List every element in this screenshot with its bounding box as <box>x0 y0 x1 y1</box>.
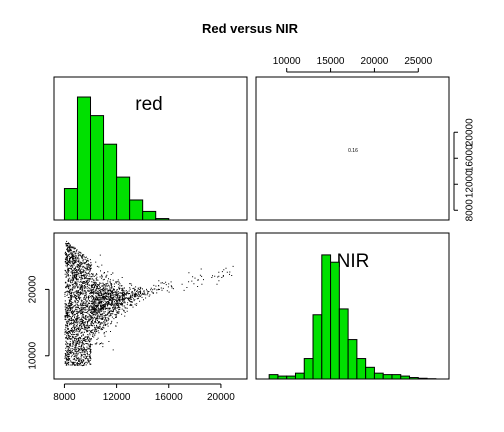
y-tick-label-right-0: 8000 <box>465 199 476 222</box>
x-tick-label-nir-1: 15000 <box>317 56 345 67</box>
panel-scatter <box>53 232 248 380</box>
x-tick-label-red-0: 8000 <box>53 392 76 403</box>
nir-hist-bar-9 <box>347 339 358 380</box>
y-tick-label-right-3: 20000 <box>465 118 476 146</box>
red-hist-bar-5 <box>129 199 144 221</box>
nir-hist-bar-17 <box>417 377 428 380</box>
panel-correlation <box>255 76 450 221</box>
nir-hist-bar-10 <box>356 358 367 380</box>
diag-label-nir: NIR <box>337 251 370 272</box>
red-hist-bar-6 <box>142 210 157 221</box>
nir-hist-bar-3 <box>294 372 305 380</box>
chart-title: Red versus NIR <box>202 21 299 36</box>
red-hist-bar-3 <box>103 143 118 221</box>
x-tick-label-red-1: 12000 <box>103 392 131 403</box>
red-hist-bar-2 <box>90 115 105 221</box>
x-tick-label-nir-2: 20000 <box>361 56 389 67</box>
x-tick-label-nir-0: 10000 <box>273 56 301 67</box>
red-hist-bar-7 <box>155 218 170 221</box>
red-hist-bar-0 <box>63 188 78 221</box>
nir-hist-bar-13 <box>382 374 393 380</box>
y-tick-label-left-1: 20000 <box>28 275 39 303</box>
x-tick-label-nir-3: 25000 <box>404 56 432 67</box>
scatter-points <box>64 240 234 367</box>
nir-hist-bar-0 <box>268 374 279 380</box>
nir-hist-bar-6 <box>321 254 332 380</box>
red-hist-bar-1 <box>76 96 92 221</box>
nir-hist-bar-15 <box>400 375 411 380</box>
diag-label-red: red <box>135 94 162 115</box>
scatter-point-cloud <box>64 240 234 367</box>
y-tick-label-left-0: 10000 <box>28 341 39 369</box>
nir-hist-bar-16 <box>409 377 419 380</box>
nir-hist-bar-11 <box>365 366 375 380</box>
nir-hist-bar-2 <box>286 375 296 380</box>
nir-hist-bar-12 <box>373 372 384 380</box>
x-tick-label-red-2: 16000 <box>155 392 183 403</box>
y-tick-label-right-1: 12000 <box>465 170 476 198</box>
nir-hist-bar-14 <box>391 374 402 380</box>
nir-hist-bar-5 <box>312 314 323 380</box>
nir-hist-bar-1 <box>277 375 288 380</box>
red-histogram-bars <box>63 96 170 221</box>
nir-histogram-bars <box>268 254 437 380</box>
correlation-value: 0.16 <box>348 148 358 154</box>
y-tick-label-right-2: 16000 <box>465 144 476 172</box>
red-hist-bar-4 <box>116 176 131 221</box>
x-tick-label-red-3: 20000 <box>207 392 235 403</box>
nir-hist-bar-8 <box>338 308 349 380</box>
nir-hist-bar-7 <box>330 261 340 380</box>
nir-hist-bar-4 <box>303 358 314 380</box>
